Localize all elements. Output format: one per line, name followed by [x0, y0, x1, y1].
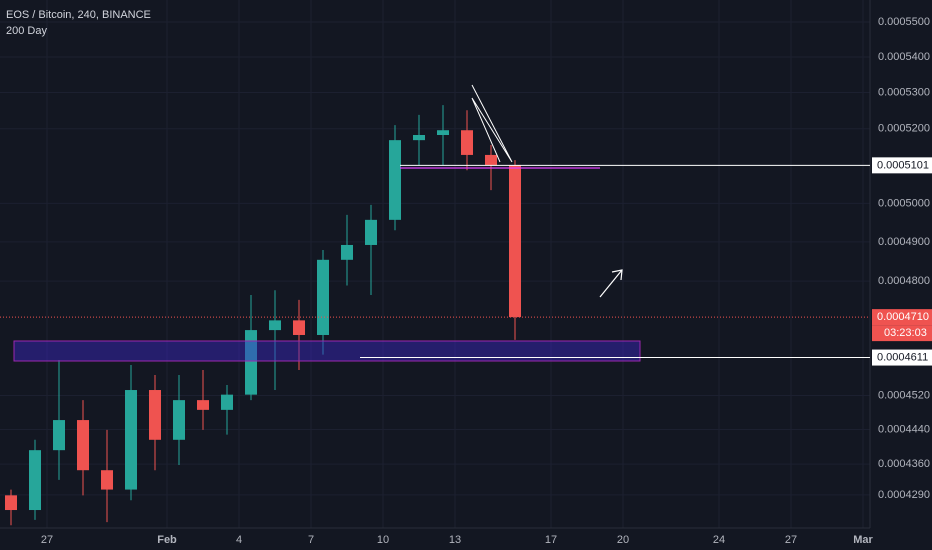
candle-body [29, 450, 41, 511]
y-tick-label: 0.0005500 [878, 16, 930, 28]
candle-body [5, 495, 17, 511]
y-tick-label: 0.0004360 [878, 458, 930, 470]
x-tick-label: 20 [617, 534, 629, 546]
x-tick-label: 27 [41, 534, 53, 546]
x-tick-label: 13 [449, 534, 461, 546]
candle-body [413, 134, 425, 141]
x-tick-label: 10 [377, 534, 389, 546]
candle-body [149, 390, 161, 440]
y-tick-label: 0.0004520 [878, 389, 930, 401]
y-tick-label: 0.0005300 [878, 86, 930, 98]
arrow-shaft [599, 269, 623, 298]
y-tick-label: 0.0004290 [878, 489, 930, 501]
x-tick-label: 17 [545, 534, 557, 546]
candle-body [53, 420, 65, 451]
price-label: 0.0004611 [877, 351, 928, 363]
candle-body [437, 130, 449, 135]
price-label: 0.0004710 [877, 311, 929, 323]
y-tick-label: 0.0004900 [878, 236, 930, 248]
x-tick-label: 4 [236, 534, 242, 546]
candle-body [221, 394, 233, 410]
candle-body [485, 154, 497, 165]
price-label-box [872, 157, 932, 174]
countdown-box [872, 325, 932, 342]
candle-body [245, 330, 257, 395]
candle-body [509, 164, 521, 318]
indicator-label: 200 Day [6, 25, 47, 37]
candle-body [269, 320, 281, 331]
overlay: 0.0005101 0.0004710 03:23:03 0.0004611 [0, 157, 932, 366]
price-label-box [872, 349, 932, 366]
y-tick-label: 0.0005400 [878, 51, 930, 63]
x-tick-label: Mar [853, 534, 873, 546]
price-label-box [872, 309, 932, 326]
candle-body [197, 400, 209, 410]
candle-body [341, 244, 353, 260]
triangle-drawing [471, 84, 513, 163]
y-tick-label: 0.0005200 [878, 123, 930, 135]
x-tick-label: 24 [713, 534, 725, 546]
chart-title: EOS / Bitcoin, 240, BINANCE [6, 9, 151, 21]
candle-body [317, 259, 329, 335]
countdown: 03:23:03 [884, 327, 927, 339]
y-tick-label: 0.0004440 [878, 423, 930, 435]
arrow-head [611, 269, 623, 281]
candle-body [77, 420, 89, 471]
x-tick-label: Feb [157, 534, 177, 546]
candle-body [461, 130, 473, 155]
y-tick-label: 0.0004800 [878, 275, 930, 287]
y-tick-label: 0.0005000 [878, 197, 930, 209]
candle-body [365, 219, 377, 245]
support-zone [13, 340, 641, 362]
candle-body [293, 320, 305, 335]
candle-body [125, 390, 137, 490]
candle-body [389, 140, 401, 220]
candles [5, 105, 521, 526]
x-tick-label: 7 [308, 534, 314, 546]
candle-body [101, 470, 113, 490]
price-label: 0.0005101 [877, 159, 929, 171]
candle-body [173, 400, 185, 440]
x-tick-label: 27 [785, 534, 797, 546]
